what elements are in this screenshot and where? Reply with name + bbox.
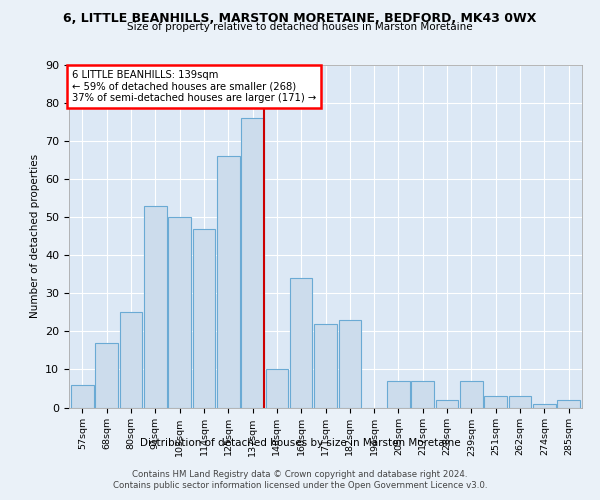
Bar <box>557 400 580 407</box>
Text: Contains public sector information licensed under the Open Government Licence v3: Contains public sector information licen… <box>113 481 487 490</box>
Bar <box>509 396 532 407</box>
Bar <box>193 228 215 408</box>
Bar <box>436 400 458 407</box>
Bar <box>484 396 507 407</box>
Bar <box>241 118 264 408</box>
Bar <box>314 324 337 407</box>
Text: Distribution of detached houses by size in Marston Moretaine: Distribution of detached houses by size … <box>140 438 460 448</box>
Bar <box>217 156 239 408</box>
Bar <box>412 381 434 407</box>
Bar <box>387 381 410 407</box>
Bar <box>71 384 94 407</box>
Bar <box>338 320 361 408</box>
Text: Size of property relative to detached houses in Marston Moretaine: Size of property relative to detached ho… <box>127 22 473 32</box>
Bar <box>290 278 313 407</box>
Bar <box>169 217 191 408</box>
Text: 6 LITTLE BEANHILLS: 139sqm
← 59% of detached houses are smaller (268)
37% of sem: 6 LITTLE BEANHILLS: 139sqm ← 59% of deta… <box>71 70 316 103</box>
Text: Contains HM Land Registry data © Crown copyright and database right 2024.: Contains HM Land Registry data © Crown c… <box>132 470 468 479</box>
Y-axis label: Number of detached properties: Number of detached properties <box>29 154 40 318</box>
Bar <box>266 370 288 408</box>
Bar <box>533 404 556 407</box>
Bar <box>119 312 142 408</box>
Bar <box>144 206 167 408</box>
Text: 6, LITTLE BEANHILLS, MARSTON MORETAINE, BEDFORD, MK43 0WX: 6, LITTLE BEANHILLS, MARSTON MORETAINE, … <box>64 12 536 26</box>
Bar <box>460 381 482 407</box>
Bar <box>95 343 118 407</box>
